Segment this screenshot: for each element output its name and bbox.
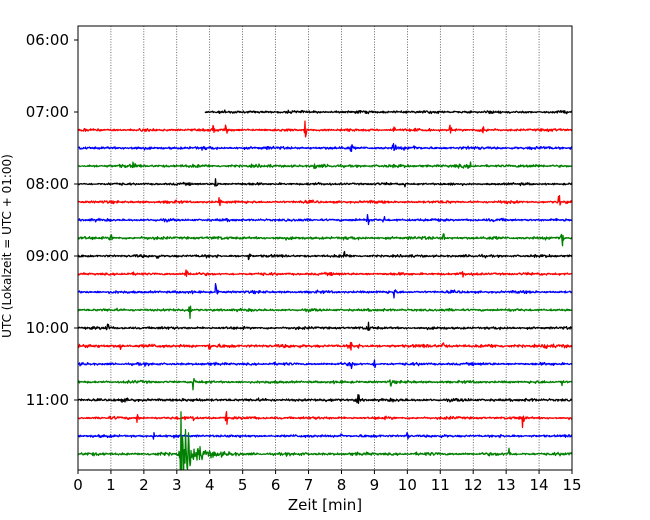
y-tick-label: 06:00 — [26, 31, 69, 49]
x-tick-label: 9 — [370, 476, 380, 494]
trace-line — [78, 194, 572, 207]
trace-line — [78, 233, 572, 247]
x-tick-label: 8 — [337, 476, 347, 494]
trace-line — [78, 411, 572, 429]
trace-line — [78, 377, 572, 391]
seismic-traces — [78, 109, 572, 470]
x-tick-label: 13 — [497, 476, 516, 494]
x-tick-label: 12 — [464, 476, 483, 494]
trace-line — [78, 305, 572, 319]
x-tick-label: 7 — [304, 476, 314, 494]
x-tick-label: 10 — [398, 476, 417, 494]
trace-line — [78, 321, 572, 331]
y-tick-label: 08:00 — [26, 175, 69, 193]
x-tick-label: 2 — [139, 476, 149, 494]
plot-frame — [77, 25, 573, 471]
x-tick-label: 4 — [205, 476, 215, 494]
y-tick-label: 10:00 — [26, 319, 69, 337]
y-axis-label: UTC (Lokalzeit = UTC + 01:00) — [0, 154, 14, 338]
x-tick-label: 5 — [238, 476, 248, 494]
trace-line — [78, 120, 572, 138]
x-tick-label: 11 — [431, 476, 450, 494]
trace-line — [78, 359, 572, 370]
trace-line — [78, 394, 572, 404]
grid-lines — [110, 26, 540, 470]
trace-line — [204, 109, 572, 115]
x-axis-ticks: 0 1 2 3 4 5 6 7 8 9 10 11 12 13 14 15 — [73, 470, 582, 494]
trace-line — [78, 250, 572, 261]
x-tick-label: 1 — [106, 476, 116, 494]
x-tick-label: 15 — [562, 476, 581, 494]
y-tick-label: 11:00 — [26, 391, 69, 409]
x-axis-label: Zeit [min] — [288, 496, 362, 514]
trace-line — [78, 161, 572, 170]
trace-line — [78, 411, 572, 470]
x-tick-label: 14 — [530, 476, 549, 494]
trace-line — [78, 214, 572, 226]
y-tick-label: 09:00 — [26, 247, 69, 265]
x-tick-label: 6 — [271, 476, 281, 494]
trace-line — [78, 178, 572, 188]
y-tick-label: 07:00 — [26, 103, 69, 121]
x-tick-label: 3 — [172, 476, 182, 494]
trace-line — [78, 341, 572, 351]
trace-line — [78, 283, 572, 299]
y-axis-ticks: 06:00 07:00 08:00 09:00 10:00 11:00 — [26, 31, 78, 409]
trace-line — [78, 432, 572, 440]
trace-line — [78, 269, 572, 278]
x-tick-label: 0 — [73, 476, 83, 494]
trace-line — [78, 143, 572, 153]
